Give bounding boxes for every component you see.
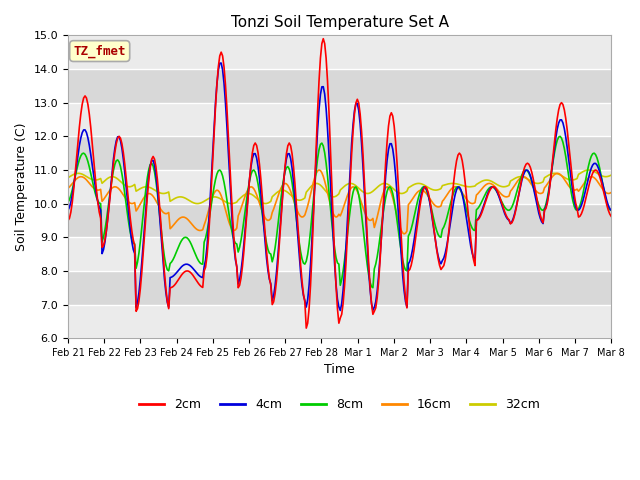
Bar: [68, 103, 611, 136]
16cm: [64, 185, 72, 191]
Legend: 2cm, 4cm, 8cm, 16cm, 32cm: 2cm, 4cm, 8cm, 16cm, 32cm: [134, 393, 545, 416]
16cm: [535, 190, 543, 196]
4cm: [606, 205, 614, 211]
16cm: [606, 191, 614, 196]
Text: TZ_fmet: TZ_fmet: [74, 45, 126, 58]
2cm: [454, 152, 462, 158]
Line: 2cm: 2cm: [68, 39, 611, 328]
8cm: [83, 154, 90, 160]
2cm: [83, 95, 90, 101]
8cm: [534, 198, 541, 204]
4cm: [337, 308, 344, 313]
Bar: [68, 69, 611, 103]
Bar: [68, 36, 611, 69]
8cm: [606, 207, 614, 213]
8cm: [344, 232, 351, 238]
Line: 32cm: 32cm: [68, 170, 611, 204]
4cm: [346, 165, 354, 170]
16cm: [400, 231, 408, 237]
4cm: [100, 247, 108, 252]
Y-axis label: Soil Temperature (C): Soil Temperature (C): [15, 122, 28, 251]
2cm: [100, 242, 108, 248]
Bar: [68, 305, 611, 338]
4cm: [607, 207, 615, 213]
8cm: [556, 133, 564, 139]
4cm: [535, 210, 543, 216]
Bar: [68, 271, 611, 305]
32cm: [607, 172, 615, 178]
X-axis label: Time: Time: [324, 363, 355, 376]
Bar: [68, 237, 611, 271]
4cm: [218, 60, 225, 66]
16cm: [345, 189, 353, 195]
4cm: [83, 130, 90, 135]
4cm: [64, 207, 72, 213]
2cm: [64, 217, 72, 223]
2cm: [606, 211, 614, 217]
32cm: [193, 201, 201, 206]
Line: 4cm: 4cm: [68, 63, 611, 311]
2cm: [607, 214, 615, 219]
32cm: [534, 180, 541, 186]
32cm: [584, 167, 592, 173]
8cm: [369, 285, 377, 290]
Bar: [68, 204, 611, 237]
16cm: [100, 197, 108, 203]
32cm: [345, 181, 353, 187]
4cm: [454, 184, 462, 190]
2cm: [346, 178, 354, 183]
8cm: [452, 184, 460, 190]
Bar: [68, 170, 611, 204]
8cm: [100, 234, 108, 240]
16cm: [454, 185, 462, 191]
2cm: [303, 325, 310, 331]
Bar: [68, 136, 611, 170]
Line: 16cm: 16cm: [68, 170, 611, 234]
2cm: [535, 206, 543, 212]
32cm: [64, 175, 72, 180]
32cm: [606, 173, 614, 179]
8cm: [607, 207, 615, 213]
32cm: [100, 179, 108, 185]
Line: 8cm: 8cm: [68, 136, 611, 288]
2cm: [319, 36, 327, 42]
Title: Tonzi Soil Temperature Set A: Tonzi Soil Temperature Set A: [230, 15, 449, 30]
8cm: [64, 200, 72, 205]
16cm: [607, 190, 615, 195]
32cm: [452, 181, 460, 187]
32cm: [83, 174, 90, 180]
16cm: [315, 167, 323, 173]
16cm: [83, 177, 90, 183]
